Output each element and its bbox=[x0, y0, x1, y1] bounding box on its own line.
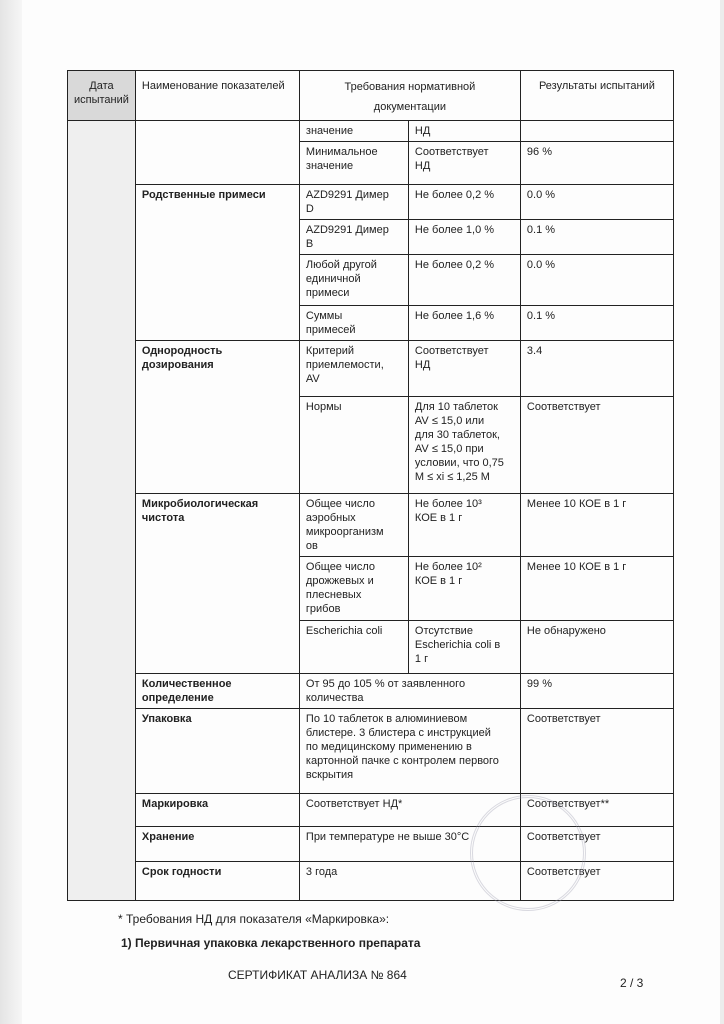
sub-indicator: Общее число дрожжевых и плесневых грибов bbox=[298, 556, 409, 621]
footer-title: СЕРТИФИКАТ АНАЛИЗА № 864 bbox=[228, 968, 407, 982]
result: 0.0 % bbox=[519, 184, 674, 220]
table-row: Количественное определение От 95 до 105 %… bbox=[68, 673, 674, 709]
requirement: Соответствует НД bbox=[407, 340, 521, 397]
stamp bbox=[470, 795, 586, 911]
requirement: Не более 10³ КОЕ в 1 г bbox=[407, 493, 521, 557]
requirement: Соответствует НД bbox=[407, 141, 521, 185]
requirement: Отсутствие Escherichia coli в 1 г bbox=[407, 620, 521, 674]
indicator-name: Родственные примеси bbox=[134, 184, 300, 341]
result: 0.1 % bbox=[519, 219, 674, 255]
sub-indicator: значение bbox=[298, 120, 409, 142]
sub-indicator: AZD9291 Димер D bbox=[298, 184, 409, 220]
requirement: НД bbox=[407, 120, 521, 142]
result: 0.0 % bbox=[519, 254, 674, 306]
indicator-name: Микробиологическая чистота bbox=[134, 493, 300, 674]
requirement: По 10 таблеток в алюминиевом блистере. 3… bbox=[298, 708, 521, 794]
test-results-table: Дата испытаний Наименование показателей … bbox=[67, 70, 674, 901]
indicator-name: Количественное определение bbox=[134, 673, 300, 709]
scan-edge-right bbox=[720, 0, 724, 1024]
requirement: Не более 1,0 % bbox=[407, 219, 521, 255]
table-row: Маркировка Соответствует НД* Соответствует… bbox=[68, 793, 674, 827]
requirement: Не более 1,6 % bbox=[407, 305, 521, 341]
result bbox=[519, 120, 674, 142]
page-number: 2 / 3 bbox=[620, 976, 644, 990]
table-row: Любой другой единичной примеси Не более 0… bbox=[68, 254, 674, 306]
result: Менее 10 КОЕ в 1 г bbox=[519, 493, 674, 557]
indicator-name: Упаковка bbox=[134, 708, 300, 794]
requirement: Не более 10² КОЕ в 1 г bbox=[407, 556, 521, 621]
header-name: Наименование показателей bbox=[134, 70, 300, 121]
sub-indicator: Минимальное значение bbox=[298, 141, 409, 185]
sub-indicator: Общее число аэробных микроорганизм ов bbox=[298, 493, 409, 557]
result: Не обнаружено bbox=[519, 620, 674, 674]
result: Соответствует bbox=[519, 708, 674, 794]
result: 99 % bbox=[519, 673, 674, 709]
sub-indicator: Критерий приемлемости, AV bbox=[298, 340, 409, 397]
table-row: Суммы примесей Не более 1,6 % 0.1 % bbox=[68, 305, 674, 341]
table-row: значение НД bbox=[67, 120, 674, 901]
sub-indicator: Любой другой единичной примеси bbox=[298, 254, 409, 306]
table-row: Микробиологическая чистота Общее число аэ… bbox=[68, 493, 674, 674]
date-cell bbox=[67, 120, 136, 901]
table-row: Родственные примеси AZD9291 Димер D Не бол… bbox=[68, 184, 674, 341]
footnote: * Требования НД для показателя «Маркиров… bbox=[118, 912, 390, 926]
requirement: От 95 до 105 % от заявленного количества bbox=[298, 673, 521, 709]
requirement: Не более 0,2 % bbox=[407, 254, 521, 306]
footnote-item: 1) Первичная упаковка лекарственного пре… bbox=[121, 936, 421, 950]
result: 3.4 bbox=[519, 340, 674, 397]
indicator-name bbox=[134, 120, 300, 185]
requirement: Не более 0,2 % bbox=[407, 184, 521, 220]
table-row: Однородность дозирования Критерий приемле… bbox=[68, 340, 674, 494]
result: Соответствует bbox=[519, 396, 674, 494]
table-row: Общее число дрожжевых и плесневых грибов… bbox=[68, 556, 674, 621]
result: 0.1 % bbox=[519, 305, 674, 341]
sub-indicator: Суммы примесей bbox=[298, 305, 409, 341]
indicator-name: Однородность дозирования bbox=[134, 340, 300, 494]
sub-indicator: Нормы bbox=[298, 396, 409, 494]
requirement: Для 10 таблеток AV ≤ 15,0 или для 30 таб… bbox=[407, 396, 521, 494]
header-date: Дата испытаний bbox=[67, 70, 136, 121]
table-row: Упаковка По 10 таблеток в алюминиевом бли… bbox=[68, 708, 674, 794]
header-requirements: Требования нормативной документации bbox=[298, 70, 521, 121]
sub-indicator: Escherichia coli bbox=[298, 620, 409, 674]
sub-indicator: AZD9291 Димер B bbox=[298, 219, 409, 255]
indicator-name: Срок годности bbox=[134, 861, 300, 901]
header-results: Результаты испытаний bbox=[519, 70, 674, 121]
table-header-row: Дата испытаний Наименование показателей … bbox=[67, 70, 674, 121]
table-row: Минимальное значение Соответствует НД 96 % bbox=[68, 141, 674, 185]
scan-edge bbox=[0, 0, 22, 1024]
result: Менее 10 КОЕ в 1 г bbox=[519, 556, 674, 621]
result: 96 % bbox=[519, 141, 674, 185]
indicator-name: Хранение bbox=[134, 826, 300, 862]
indicator-name: Маркировка bbox=[134, 793, 300, 827]
